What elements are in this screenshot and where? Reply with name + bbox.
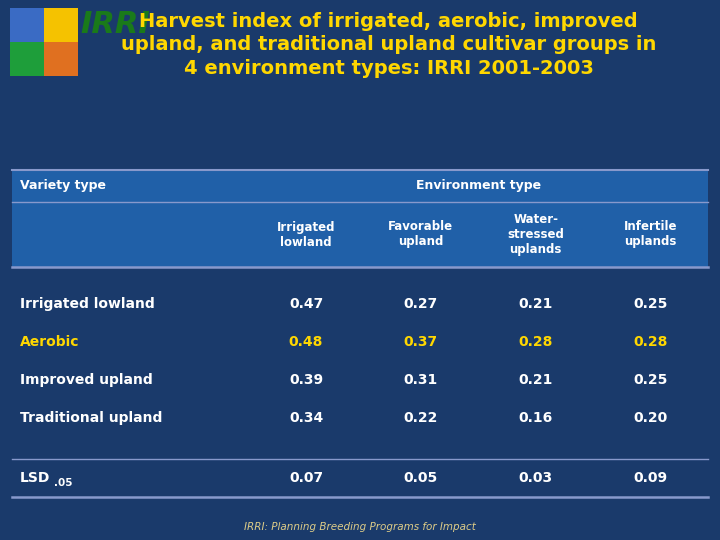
Text: Environment type: Environment type — [415, 179, 541, 192]
Text: Aerobic: Aerobic — [20, 335, 79, 349]
Text: 0.31: 0.31 — [404, 373, 438, 387]
Text: 0.27: 0.27 — [404, 297, 438, 311]
Text: Water-
stressed
uplands: Water- stressed uplands — [508, 213, 564, 256]
Text: 0.22: 0.22 — [404, 411, 438, 425]
Text: 0.09: 0.09 — [634, 471, 667, 485]
Text: 0.28: 0.28 — [518, 335, 553, 349]
Text: 0.37: 0.37 — [404, 335, 438, 349]
Text: 0.39: 0.39 — [289, 373, 323, 387]
Text: .05: .05 — [54, 478, 73, 488]
Text: IRRI: IRRI — [80, 10, 150, 39]
Text: Harvest index of irrigated, aerobic, improved
upland, and traditional upland cul: Harvest index of irrigated, aerobic, imp… — [121, 12, 657, 78]
Bar — [44, 8, 78, 42]
Text: 0.07: 0.07 — [289, 471, 323, 485]
Text: Irrigated
lowland: Irrigated lowland — [276, 220, 336, 248]
Text: Traditional upland: Traditional upland — [20, 411, 163, 425]
Text: 0.21: 0.21 — [518, 297, 553, 311]
Text: 0.03: 0.03 — [518, 471, 553, 485]
Text: IRRI: Planning Breeding Programs for Impact: IRRI: Planning Breeding Programs for Imp… — [244, 522, 476, 532]
Text: Infertile
uplands: Infertile uplands — [624, 220, 678, 248]
Text: 0.47: 0.47 — [289, 297, 323, 311]
Text: Irrigated lowland: Irrigated lowland — [20, 297, 155, 311]
Text: 0.20: 0.20 — [634, 411, 667, 425]
Text: 0.25: 0.25 — [634, 297, 667, 311]
Text: 0.34: 0.34 — [289, 411, 323, 425]
Bar — [10, 42, 44, 76]
Text: Improved upland: Improved upland — [20, 373, 153, 387]
Text: 0.25: 0.25 — [634, 373, 667, 387]
Text: 0.21: 0.21 — [518, 373, 553, 387]
Text: Variety type: Variety type — [20, 179, 106, 192]
Text: LSD: LSD — [20, 471, 50, 485]
Bar — [12, 170, 708, 202]
Text: 0.48: 0.48 — [289, 335, 323, 349]
Text: 0.28: 0.28 — [634, 335, 667, 349]
Bar — [10, 8, 44, 42]
Bar — [12, 202, 708, 267]
Text: 0.05: 0.05 — [404, 471, 438, 485]
Text: Favorable
upland: Favorable upland — [388, 220, 454, 248]
Bar — [44, 42, 78, 76]
Text: 0.16: 0.16 — [518, 411, 553, 425]
